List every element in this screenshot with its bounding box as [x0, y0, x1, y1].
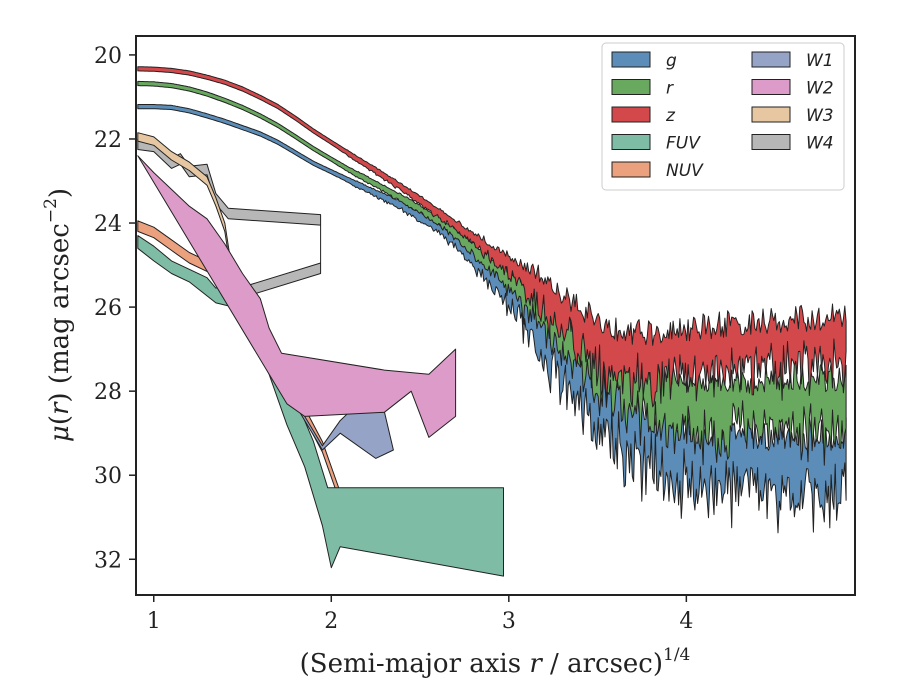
legend: grz FUV NUV W1 W2 W3 W4 [601, 42, 845, 191]
legend-entry-w2: W2 [751, 79, 834, 99]
legend-swatch [751, 51, 791, 68]
legend-entry-z: z [611, 106, 676, 126]
series-z-band [137, 66, 847, 408]
axis-ticks: 1 2 3 4 20 22 24 26 28 30 32 [94, 44, 693, 634]
legend-swatch [751, 106, 791, 123]
legend-swatch [611, 106, 651, 123]
legend-label: W2 [806, 79, 834, 99]
legend-label: W1 [806, 51, 834, 71]
series-fuv-band [137, 235, 504, 577]
legend-swatch [611, 51, 651, 68]
x-tick-label: 3 [502, 609, 516, 634]
x-tick-label: 2 [324, 609, 338, 634]
legend-entry-w4: W4 [751, 134, 834, 154]
legend-label: W3 [806, 106, 834, 126]
y-tick-label: 22 [94, 128, 122, 153]
y-tick-label: 30 [94, 464, 122, 489]
legend-swatch [751, 79, 791, 95]
legend-swatch [611, 134, 651, 150]
x-axis-label: (Semi-major axis r / arcsec)1/4 [300, 645, 691, 679]
y-tick-label: 32 [94, 548, 122, 573]
legend-label: W4 [806, 134, 834, 154]
legend-entry-g: g [611, 51, 677, 71]
x-tick-label: 1 [147, 609, 161, 634]
x-tick-label: 4 [679, 609, 693, 634]
legend-label: r [666, 79, 674, 99]
y-tick-label: 26 [94, 296, 122, 321]
y-tick-label: 24 [94, 212, 122, 237]
legend-swatch [611, 79, 651, 95]
legend-entry-w3: W3 [751, 106, 834, 126]
series-layer [137, 66, 847, 577]
y-tick-label: 28 [94, 380, 122, 405]
legend-entry-r: r [611, 79, 674, 99]
legend-entry-w1: W1 [751, 51, 834, 71]
legend-label: g [666, 51, 677, 71]
series-w2-band [137, 155, 457, 438]
y-tick-label: 20 [94, 44, 122, 69]
legend-entry-fuv: FUV [611, 134, 701, 154]
legend-entry-nuv: NUV [611, 161, 704, 181]
y-axis-label: μ(r) (mag arcsec−2) [41, 188, 75, 442]
legend-label: NUV [666, 161, 704, 181]
legend-label: z [665, 106, 676, 126]
legend-swatch [751, 134, 791, 150]
plot-frame [135, 35, 856, 596]
legend-swatch [611, 161, 651, 178]
legend-label: FUV [666, 134, 701, 154]
